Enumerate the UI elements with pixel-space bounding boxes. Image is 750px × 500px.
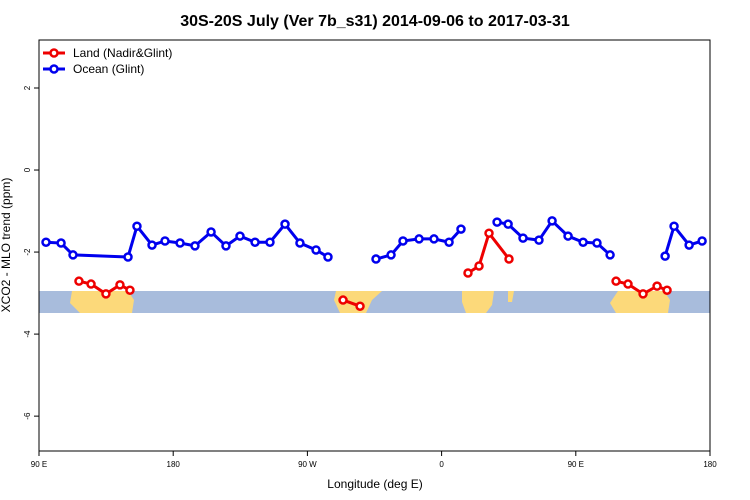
point bbox=[534, 235, 544, 245]
legend-marker bbox=[49, 48, 59, 58]
point bbox=[323, 252, 333, 262]
point bbox=[484, 228, 494, 238]
point bbox=[456, 224, 466, 234]
point bbox=[492, 217, 502, 227]
x-tick-label: 0 bbox=[439, 460, 444, 469]
land bbox=[462, 291, 494, 313]
point bbox=[414, 234, 424, 244]
point bbox=[160, 236, 170, 246]
x-tick-label: 180 bbox=[703, 460, 717, 469]
map-strip bbox=[39, 291, 710, 313]
y-tick-label: -4 bbox=[23, 330, 32, 338]
point bbox=[190, 241, 200, 251]
point bbox=[147, 240, 157, 250]
point bbox=[74, 276, 84, 286]
legend-label: Land (Nadir&Glint) bbox=[73, 46, 172, 60]
land bbox=[508, 291, 514, 302]
point bbox=[132, 221, 142, 231]
point bbox=[86, 279, 96, 289]
ocean-band bbox=[39, 291, 710, 313]
point bbox=[311, 245, 321, 255]
y-tick-label: 0 bbox=[23, 167, 32, 172]
point bbox=[101, 289, 111, 299]
point bbox=[669, 221, 679, 231]
point bbox=[355, 301, 365, 311]
point bbox=[662, 285, 672, 295]
legend-marker bbox=[49, 64, 59, 74]
point bbox=[56, 238, 66, 248]
point bbox=[605, 250, 615, 260]
point bbox=[429, 234, 439, 244]
point bbox=[115, 280, 125, 290]
point bbox=[518, 233, 528, 243]
point bbox=[474, 261, 484, 271]
point bbox=[592, 238, 602, 248]
land bbox=[610, 291, 670, 313]
point bbox=[444, 237, 454, 247]
x-tick-label: 90 E bbox=[568, 460, 584, 469]
point bbox=[265, 237, 275, 247]
point bbox=[463, 268, 473, 278]
point bbox=[41, 237, 51, 247]
point bbox=[123, 252, 133, 262]
point bbox=[623, 279, 633, 289]
plot-frame bbox=[38, 39, 711, 452]
y-tick-label: 2 bbox=[23, 85, 32, 90]
point bbox=[547, 216, 557, 226]
point bbox=[660, 251, 670, 261]
x-tick-label: 90 E bbox=[31, 460, 47, 469]
point bbox=[398, 236, 408, 246]
point bbox=[280, 219, 290, 229]
y-tick-label: -2 bbox=[23, 248, 32, 256]
point bbox=[386, 250, 396, 260]
point bbox=[371, 254, 381, 264]
chart-title: 30S-20S July (Ver 7b_s31) 2014-09-06 to … bbox=[180, 13, 570, 30]
point bbox=[338, 295, 348, 305]
point bbox=[206, 227, 216, 237]
y-axis-label: XCO2 - MLO trend (ppm) bbox=[0, 178, 13, 313]
point bbox=[250, 237, 260, 247]
legend-label: Ocean (Glint) bbox=[73, 62, 144, 76]
y-tick-label: -6 bbox=[23, 412, 32, 420]
point bbox=[652, 281, 662, 291]
point bbox=[175, 238, 185, 248]
point bbox=[697, 236, 707, 246]
point bbox=[125, 285, 135, 295]
x-tick-label: 180 bbox=[167, 460, 181, 469]
point bbox=[611, 276, 621, 286]
point bbox=[295, 238, 305, 248]
point bbox=[504, 254, 514, 264]
point bbox=[578, 237, 588, 247]
land bbox=[70, 291, 134, 313]
point bbox=[684, 240, 694, 250]
point bbox=[638, 289, 648, 299]
x-axis-label: Longitude (deg E) bbox=[327, 477, 422, 491]
point bbox=[235, 231, 245, 241]
point bbox=[563, 231, 573, 241]
point bbox=[221, 241, 231, 251]
x-tick-label: 90 W bbox=[298, 460, 317, 469]
point bbox=[503, 219, 513, 229]
point bbox=[68, 250, 78, 260]
